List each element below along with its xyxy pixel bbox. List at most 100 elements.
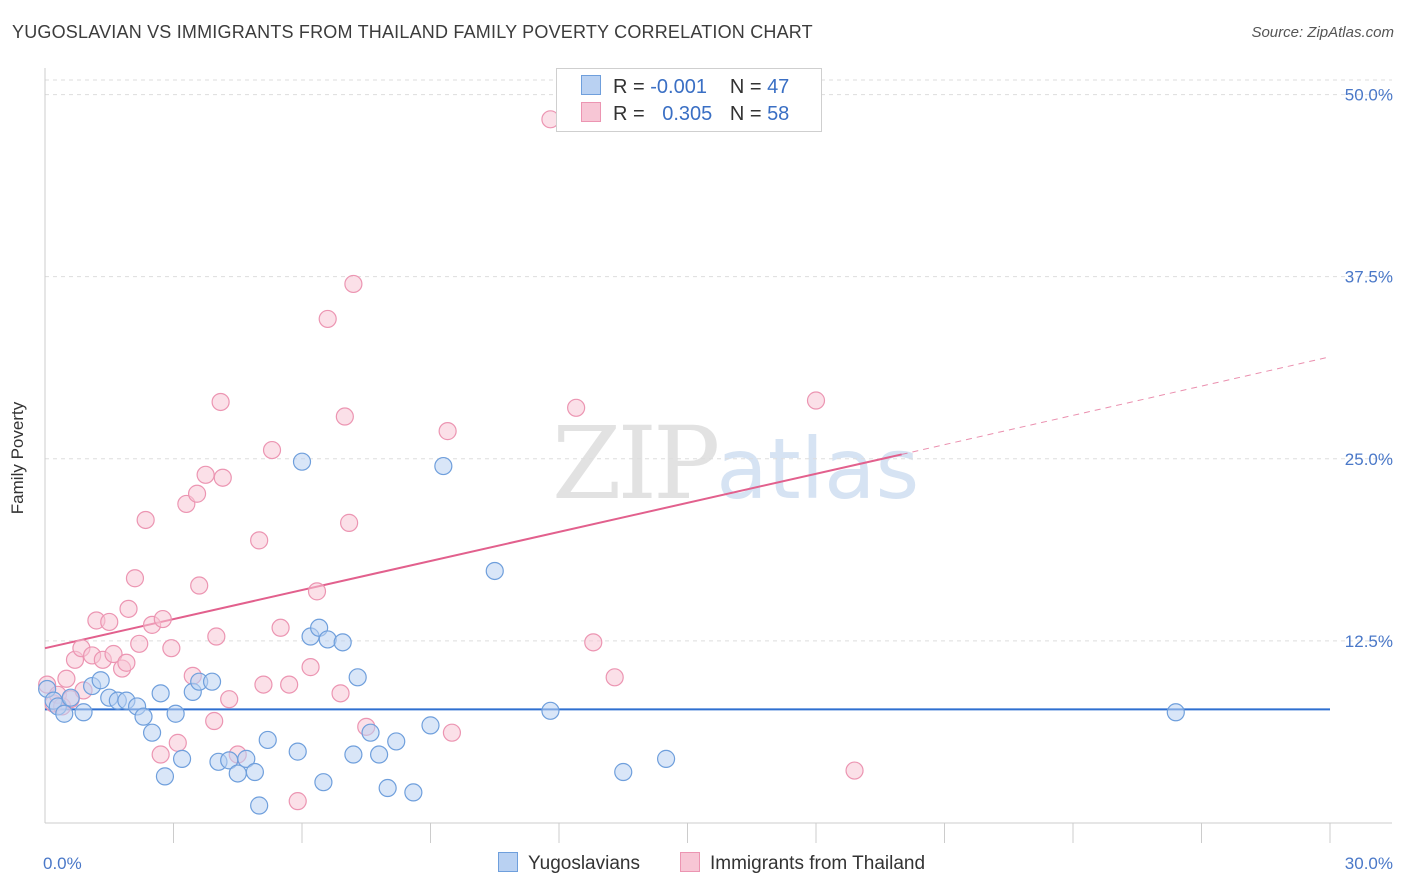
yugoslavian-point xyxy=(134,707,153,726)
n-label: N = xyxy=(729,103,762,125)
data-points xyxy=(38,110,1185,815)
source-credit: Source: ZipAtlas.com xyxy=(1251,24,1394,41)
thailand-point xyxy=(100,612,119,632)
yugoslavian-point xyxy=(370,745,389,764)
yugoslavian-point xyxy=(55,704,74,723)
thailand-point xyxy=(187,484,207,503)
thailand-point xyxy=(57,669,76,688)
thailand-point xyxy=(207,627,226,646)
thailand-point xyxy=(130,634,149,653)
thailand-point xyxy=(211,392,230,412)
r-label: R = xyxy=(613,76,645,98)
thailand-point xyxy=(162,639,181,658)
yugoslavian-point xyxy=(361,723,380,742)
yugoslavian-point xyxy=(378,778,397,798)
yugoslavian-point xyxy=(656,749,676,768)
legend-row-yugoslavians: R = -0.001 N = 47 xyxy=(581,75,789,99)
yugoslavian-point xyxy=(61,688,80,707)
thailand-point xyxy=(806,391,826,410)
thailand-point xyxy=(262,440,282,460)
thailand-point xyxy=(196,465,215,484)
thailand-point xyxy=(301,658,320,677)
yugoslavian-point xyxy=(250,796,269,815)
thailand-point xyxy=(288,792,307,811)
yugoslavian-point xyxy=(541,701,560,720)
bottom-legend-label: Yugoslavians xyxy=(528,853,640,874)
y-tick-label: 37.5% xyxy=(1345,268,1393,287)
thailand-point xyxy=(213,468,232,487)
yugoslavian-point xyxy=(91,671,110,690)
y-tick-label: 12.5% xyxy=(1345,632,1393,651)
thailand-point xyxy=(168,733,187,752)
chart-title: YUGOSLAVIAN VS IMMIGRANTS FROM THAILAND … xyxy=(12,22,813,42)
yugoslavian-point xyxy=(387,732,406,751)
thailand-point xyxy=(280,675,299,694)
thailand-point xyxy=(205,711,224,731)
thailand-point xyxy=(153,609,172,629)
yugoslavian-point xyxy=(333,633,352,652)
thailand-point xyxy=(335,407,354,426)
yugoslavian-point xyxy=(245,762,264,782)
stats-legend: R = -0.001 N = 47 R = 0.305 N = 58 xyxy=(556,68,822,132)
yugoslavian-point xyxy=(1166,703,1185,722)
yugoslavian-point xyxy=(344,745,363,764)
thailand-point xyxy=(125,569,145,588)
pink-swatch xyxy=(581,102,601,122)
yugoslavian-point xyxy=(151,684,170,703)
n-value-thailand: 58 xyxy=(767,103,790,125)
blue-swatch xyxy=(581,75,601,95)
yugoslavian-point xyxy=(485,561,504,581)
thailand-point xyxy=(119,599,138,618)
yugoslavian-point xyxy=(318,630,337,649)
yugoslavian-point xyxy=(142,723,162,742)
yugoslavian-point xyxy=(74,703,93,722)
thailand-point xyxy=(340,513,359,532)
blue-swatch xyxy=(498,852,518,872)
yugoslavian-point xyxy=(314,773,333,792)
thailand-point xyxy=(104,644,123,664)
yugoslavian-point xyxy=(614,762,633,782)
r-value-yugoslavians: -0.001 xyxy=(650,76,707,98)
y-axis-label: Family Poverty xyxy=(8,401,27,515)
bottom-legend-thailand: Immigrants from Thailand xyxy=(680,852,925,875)
axes xyxy=(44,68,1392,843)
thailand-point xyxy=(331,684,350,703)
n-label: N = xyxy=(729,76,762,98)
thailand-point xyxy=(250,531,269,550)
y-tick-label: 50.0% xyxy=(1345,86,1393,105)
trend-lines xyxy=(44,356,1331,711)
watermark-atlas: atlas xyxy=(716,420,920,518)
yugoslavian-point xyxy=(166,704,185,723)
n-value-yugoslavians: 47 xyxy=(767,76,790,98)
thailand-trend-extension xyxy=(901,356,1331,455)
yugoslavian-point xyxy=(288,742,307,761)
thailand-point xyxy=(271,618,290,637)
pink-swatch xyxy=(680,852,700,872)
thailand-point xyxy=(254,675,273,694)
bottom-legend-label: Immigrants from Thailand xyxy=(710,853,926,874)
grid-lines xyxy=(45,79,1392,642)
yugoslavian-point xyxy=(434,456,453,476)
thailand-point xyxy=(845,761,864,780)
legend-row-thailand: R = 0.305 N = 58 xyxy=(581,102,789,126)
thailand-point xyxy=(190,576,209,595)
thailand-point xyxy=(151,745,170,764)
yugoslavian-point xyxy=(172,749,192,768)
thailand-point xyxy=(584,633,603,652)
thailand-point xyxy=(318,309,337,329)
thailand-point xyxy=(220,690,239,709)
thailand-point xyxy=(605,668,624,687)
yugoslavian-point xyxy=(292,452,312,471)
r-label: R = xyxy=(613,103,645,125)
yugoslavian-point xyxy=(237,749,256,768)
yugoslavian-point xyxy=(348,668,367,687)
tick-labels: 12.5% 25.0% 37.5% 50.0% 0.0% 30.0% xyxy=(43,86,1393,873)
r-value-thailand: 0.305 xyxy=(662,103,713,125)
thailand-point xyxy=(136,510,155,530)
y-tick-label: 25.0% xyxy=(1345,450,1393,469)
thailand-trend-line xyxy=(44,453,902,650)
thailand-point xyxy=(307,582,327,601)
thailand-point xyxy=(344,274,363,294)
bottom-legend-yugoslavians: Yugoslavians xyxy=(498,852,640,875)
